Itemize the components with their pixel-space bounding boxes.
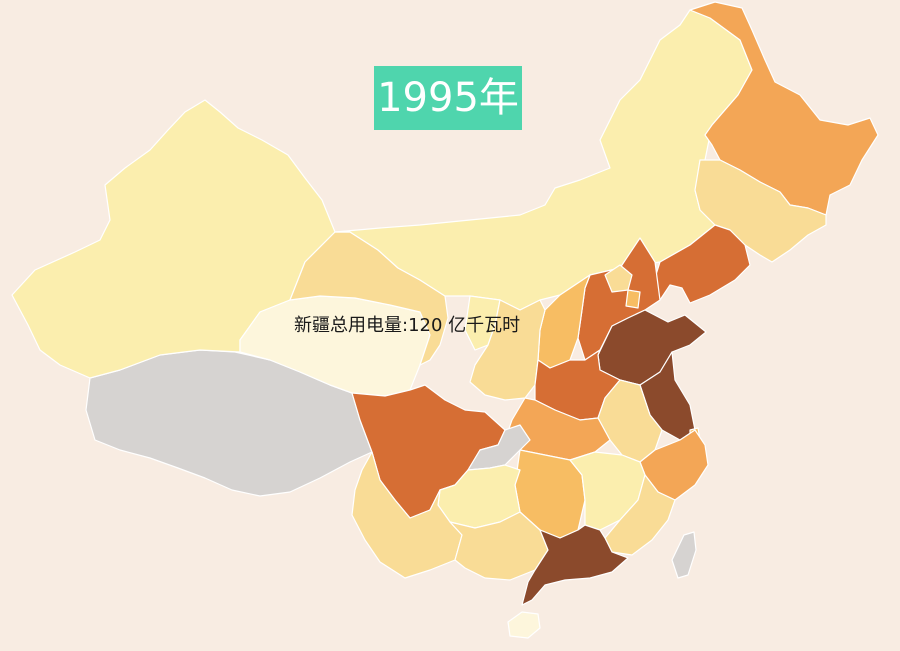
region-beijing[interactable] — [604, 264, 633, 293]
year-badge: 1995年 — [374, 66, 522, 130]
region-taiwan[interactable] — [671, 531, 697, 579]
region-tooltip: 新疆总用电量:120 亿千瓦时 — [294, 315, 521, 336]
region-guangdong[interactable] — [521, 524, 629, 606]
region-hainan[interactable] — [507, 611, 541, 639]
region-xinjiang[interactable] — [11, 99, 336, 379]
region-tianjin[interactable] — [625, 289, 641, 309]
